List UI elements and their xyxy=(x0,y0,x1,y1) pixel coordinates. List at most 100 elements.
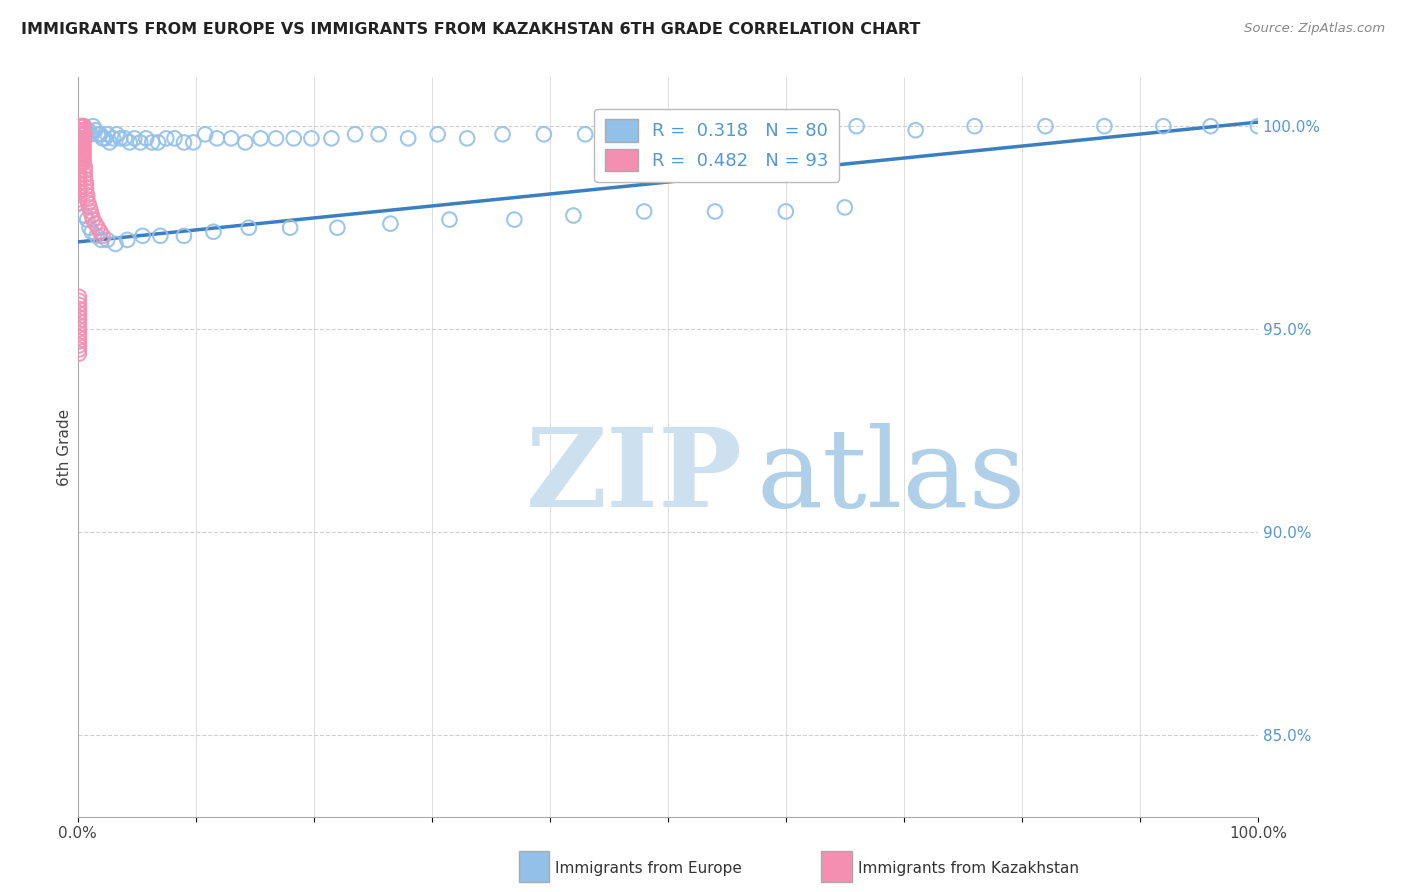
Point xyxy=(82,212,104,227)
Point xyxy=(79,220,101,235)
Point xyxy=(439,212,461,227)
Point xyxy=(87,128,110,142)
Point xyxy=(834,201,856,215)
Point xyxy=(72,128,94,142)
Point xyxy=(67,147,90,161)
Point xyxy=(79,201,101,215)
Point xyxy=(67,176,90,190)
Text: ZIP: ZIP xyxy=(526,423,742,530)
Point xyxy=(72,152,94,166)
Point xyxy=(69,144,91,158)
Point xyxy=(84,123,107,137)
Point xyxy=(67,196,90,211)
Legend: R =  0.318   N = 80, R =  0.482   N = 93: R = 0.318 N = 80, R = 0.482 N = 93 xyxy=(595,109,839,182)
Point xyxy=(67,123,90,137)
Point xyxy=(67,298,90,312)
Point xyxy=(633,204,655,219)
Point xyxy=(72,119,94,133)
Point xyxy=(67,314,90,328)
Point xyxy=(205,131,228,145)
Point xyxy=(89,225,111,239)
Point xyxy=(80,225,103,239)
Point xyxy=(264,131,287,145)
Point xyxy=(786,123,808,137)
Point xyxy=(904,123,927,137)
Point xyxy=(67,330,90,344)
Point xyxy=(77,123,100,137)
Point xyxy=(94,131,117,145)
Point xyxy=(67,160,90,174)
Point xyxy=(69,136,91,150)
Point xyxy=(67,318,90,333)
Point xyxy=(704,204,727,219)
Point xyxy=(86,228,108,243)
Point xyxy=(67,139,90,153)
Point xyxy=(67,136,90,150)
Point xyxy=(76,188,98,202)
Point xyxy=(503,212,526,227)
Point xyxy=(73,164,96,178)
Point xyxy=(72,131,94,145)
Point xyxy=(72,155,94,169)
Point xyxy=(105,128,128,142)
Point xyxy=(72,147,94,161)
Point xyxy=(67,346,90,360)
Point xyxy=(98,136,121,150)
Point xyxy=(72,136,94,150)
Point xyxy=(70,128,93,142)
Point xyxy=(89,128,111,142)
Point xyxy=(1094,119,1116,133)
Point xyxy=(67,128,90,142)
Point xyxy=(72,123,94,137)
Point xyxy=(278,220,301,235)
Point xyxy=(1152,119,1174,133)
Point xyxy=(67,144,90,158)
Point xyxy=(70,123,93,137)
Point xyxy=(67,188,90,202)
Point xyxy=(76,212,98,227)
Point xyxy=(1247,119,1270,133)
Point xyxy=(70,147,93,161)
Point xyxy=(67,322,90,336)
Point xyxy=(70,139,93,153)
Point xyxy=(76,192,98,206)
Point xyxy=(67,155,90,169)
Y-axis label: 6th Grade: 6th Grade xyxy=(58,409,72,485)
Point xyxy=(80,204,103,219)
Point xyxy=(104,236,127,251)
Point xyxy=(124,131,146,145)
Point xyxy=(344,128,367,142)
Point xyxy=(129,136,152,150)
Point xyxy=(72,144,94,158)
Point xyxy=(96,128,118,142)
Point xyxy=(67,180,90,194)
Point xyxy=(96,233,118,247)
Point xyxy=(67,131,90,145)
Point xyxy=(72,139,94,153)
Point xyxy=(72,123,94,137)
Point xyxy=(321,131,343,145)
Point xyxy=(135,131,157,145)
Point xyxy=(70,144,93,158)
Point xyxy=(90,233,112,247)
Point xyxy=(72,128,94,142)
Point xyxy=(155,131,177,145)
Point xyxy=(562,209,585,223)
Point xyxy=(70,131,93,145)
Point xyxy=(283,131,305,145)
Point xyxy=(202,225,225,239)
Point xyxy=(91,131,114,145)
Point xyxy=(727,123,749,137)
Point xyxy=(72,152,94,166)
Point xyxy=(72,139,94,153)
Point xyxy=(67,306,90,320)
Text: Immigrants from Kazakhstan: Immigrants from Kazakhstan xyxy=(858,861,1078,876)
Text: Immigrants from Europe: Immigrants from Europe xyxy=(555,861,742,876)
Point xyxy=(194,128,217,142)
Point xyxy=(326,220,349,235)
Point xyxy=(69,119,91,133)
Point xyxy=(69,128,91,142)
Point xyxy=(70,152,93,166)
Point xyxy=(75,176,97,190)
Point xyxy=(117,233,139,247)
